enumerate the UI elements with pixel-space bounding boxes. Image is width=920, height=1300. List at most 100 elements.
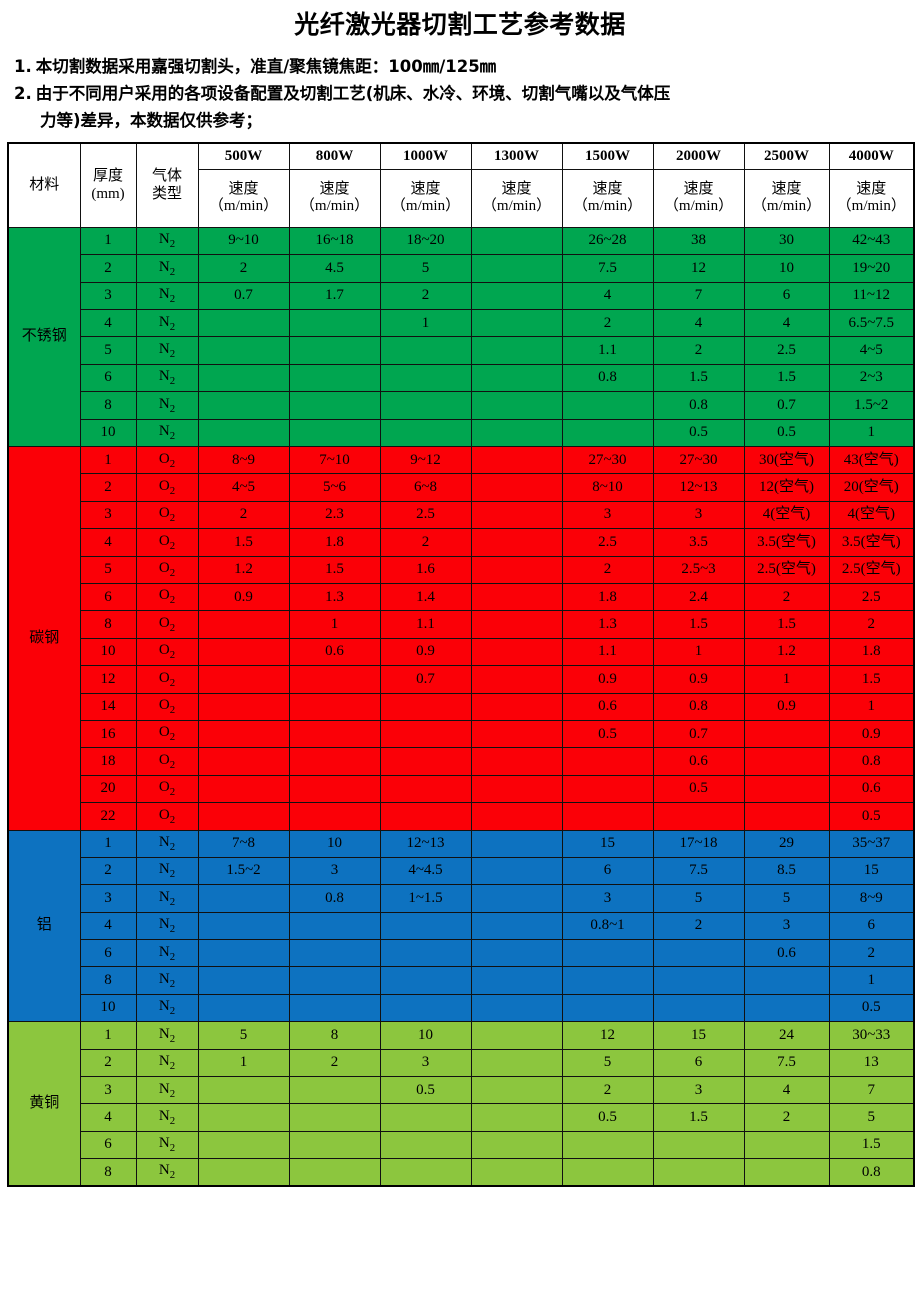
speed-cell-800w — [288, 802, 381, 831]
speed-cell-2500w: 2.5(空气) — [743, 555, 830, 584]
notes-block: 1. 本切割数据采用嘉强切割头，准直/聚焦镜焦距：100㎜/125㎜ 2. 由于… — [0, 54, 920, 134]
table-row: 12 O2 0.7 0.9 0.9 1 1.5 — [8, 665, 915, 694]
speed-cell-1000w: 12~13 — [379, 829, 472, 858]
speed-cell-2500w: 12(空气) — [743, 473, 830, 502]
speed-cell-2000w — [652, 966, 745, 995]
speed-cell-800w: 1.5 — [288, 555, 381, 584]
speed-cell-1500w: 6 — [561, 856, 654, 886]
speed-cell-800w — [288, 692, 381, 721]
thickness-cell: 2 — [79, 473, 137, 502]
header-thickness-line1: 厚度 — [92, 168, 123, 185]
table-row: 5 O2 1.2 1.5 1.6 2 2.5~3 2.5(空气) 2.5(空气) — [8, 555, 915, 584]
gas-type-cell: N2 — [135, 1103, 199, 1132]
speed-cell-4000w: 11~12 — [828, 281, 915, 311]
note-continuation: 力等)差异，本数据仅供参考； — [40, 110, 263, 130]
header-power-800w: 800W — [288, 142, 381, 170]
speed-cell-500w — [197, 966, 290, 995]
speed-cell-1500w: 1.3 — [561, 610, 654, 639]
speed-cell-2000w — [652, 1158, 745, 1187]
speed-cell-1300w — [470, 582, 563, 612]
speed-cell-800w: 7~10 — [288, 446, 381, 475]
speed-cell-2000w: 1.5 — [652, 363, 745, 393]
speed-cell-1300w — [470, 336, 563, 365]
speed-cell-1500w: 1.8 — [561, 582, 654, 612]
thickness-cell: 10 — [79, 993, 137, 1023]
thickness-cell: 8 — [79, 610, 137, 639]
speed-cell-500w — [197, 993, 290, 1023]
speed-cell-800w: 10 — [288, 829, 381, 858]
header-speed-2000w: 速度 （m/min） — [652, 168, 745, 228]
thickness-cell: 2 — [79, 856, 137, 886]
speed-cell-2500w: 0.5 — [743, 418, 830, 448]
speed-cell-1500w — [561, 418, 654, 448]
speed-cell-1300w — [470, 692, 563, 721]
table-row: 4 N2 0.8~1 2 3 6 — [8, 911, 915, 941]
speed-cell-1300w — [470, 1021, 563, 1050]
table-row: 8 N2 0.8 0.7 1.5~2 — [8, 391, 915, 420]
gas-type-cell: N2 — [135, 939, 199, 968]
speed-cell-1000w — [379, 1103, 472, 1132]
speed-cell-500w: 2 — [197, 500, 290, 530]
speed-cell-1500w: 0.5 — [561, 1103, 654, 1132]
speed-cell-2000w — [652, 993, 745, 1023]
header-power-2000w: 2000W — [652, 142, 745, 170]
speed-cell-1300w — [470, 802, 563, 831]
material-cell: 碳钢 — [7, 446, 81, 831]
speed-cell-1300w — [470, 637, 563, 667]
speed-cell-1000w: 6~8 — [379, 473, 472, 502]
speed-cell-500w — [197, 692, 290, 721]
speed-cell-1500w: 2 — [561, 1076, 654, 1105]
table-row: 2 N2 1.5~2 3 4~4.5 6 7.5 8.5 15 — [8, 856, 915, 886]
speed-cell-1000w: 2.5 — [379, 500, 472, 530]
speed-cell-800w: 2.3 — [288, 500, 381, 530]
note-text: 本切割数据采用嘉强切割头，准直/聚焦镜焦距：100㎜/125㎜ — [35, 57, 497, 77]
gas-type-cell: N2 — [135, 966, 199, 995]
speed-cell-1500w: 0.8 — [561, 363, 654, 393]
speed-cell-1300w — [470, 1158, 563, 1187]
table-row: 2 N2 1 2 3 5 6 7.5 13 — [8, 1048, 915, 1078]
speed-cell-4000w: 30~33 — [828, 1021, 915, 1050]
speed-cell-2000w: 3 — [652, 1076, 745, 1105]
speed-cell-1300w — [470, 856, 563, 886]
speed-cell-4000w: 1 — [828, 418, 915, 448]
speed-cell-800w: 3 — [288, 856, 381, 886]
speed-cell-800w: 5~6 — [288, 473, 381, 502]
speed-cell-1300w — [470, 418, 563, 448]
thickness-cell: 3 — [79, 1076, 137, 1105]
gas-type-cell: N2 — [135, 254, 199, 283]
speed-cell-500w: 1 — [197, 1048, 290, 1078]
speed-cell-1000w — [379, 363, 472, 393]
speed-cell-1300w — [470, 1048, 563, 1078]
note-text: 由于不同用户采用的各项设备配置及切割工艺(机床、水冷、环境、切割气嘴以及气体压 — [35, 83, 671, 103]
speed-cell-2500w — [743, 802, 830, 831]
speed-cell-1000w: 1.4 — [379, 582, 472, 612]
note-item: 1. 本切割数据采用嘉强切割头，准直/聚焦镜焦距：100㎜/125㎜ — [14, 54, 906, 81]
speed-cell-2000w — [652, 939, 745, 968]
speed-cell-1500w: 8~10 — [561, 473, 654, 502]
thickness-cell: 8 — [79, 966, 137, 995]
speed-cell-2000w: 0.8 — [652, 391, 745, 420]
speed-cell-2500w: 1.5 — [743, 610, 830, 639]
gas-type-cell: O2 — [135, 528, 199, 557]
thickness-cell: 6 — [79, 582, 137, 612]
speed-cell-2500w: 4 — [743, 1076, 830, 1105]
speed-cell-1000w: 1~1.5 — [379, 884, 472, 913]
speed-cell-2500w: 24 — [743, 1021, 830, 1050]
thickness-cell: 1 — [79, 829, 137, 858]
speed-cell-2500w — [743, 774, 830, 804]
header-speed-500w: 速度 （m/min） — [197, 168, 290, 228]
speed-cell-1000w — [379, 802, 472, 831]
table-row: 22 O2 0.5 — [8, 802, 915, 831]
speed-cell-4000w: 0.5 — [828, 802, 915, 831]
speed-cell-2500w: 10 — [743, 254, 830, 283]
speed-cell-1500w: 4 — [561, 281, 654, 311]
speed-cell-4000w: 2.5 — [828, 582, 915, 612]
speed-cell-500w — [197, 391, 290, 420]
speed-cell-500w — [197, 665, 290, 694]
speed-cell-2000w: 0.5 — [652, 418, 745, 448]
speed-cell-1500w: 5 — [561, 1048, 654, 1078]
speed-cell-2000w: 2.5~3 — [652, 555, 745, 584]
speed-cell-1000w: 2 — [379, 281, 472, 311]
speed-cell-2000w: 6 — [652, 1048, 745, 1078]
speed-cell-2000w: 0.8 — [652, 692, 745, 721]
